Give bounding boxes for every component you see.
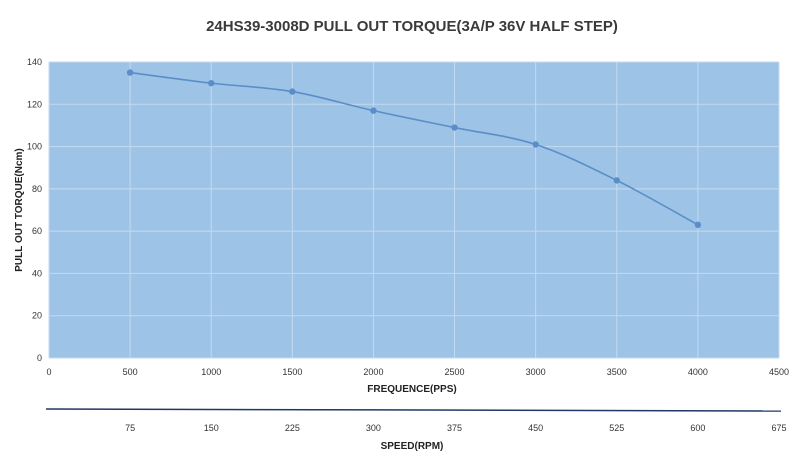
y-tick-label: 140	[27, 57, 42, 67]
x-tick-label: 4500	[769, 367, 789, 377]
data-point	[532, 141, 539, 148]
x-tick-label: 500	[123, 367, 138, 377]
data-point	[126, 69, 134, 76]
series-line-torque	[130, 71, 699, 226]
y-tick-label: 80	[32, 184, 42, 194]
speed-tick-label: 600	[690, 423, 705, 433]
plot-area	[49, 62, 779, 358]
x-tick-label: 4000	[688, 367, 708, 377]
x-axis-label: FREQUENCE(PPS)	[367, 384, 456, 395]
x-tick-label: 0	[46, 367, 51, 377]
data-point	[451, 124, 458, 131]
data-point	[613, 177, 620, 184]
data-point	[694, 221, 702, 228]
x-tick-label: 2500	[445, 367, 465, 377]
y-tick-label: 40	[32, 268, 42, 278]
x-tick-label: 1000	[201, 367, 221, 377]
speed-axis-ticks: 75 150 225 300 375 450 525 600 675	[125, 423, 786, 433]
speed-tick-label: 375	[447, 423, 462, 433]
y-axis-label: PULL OUT TORQUE(Ncm)	[14, 148, 25, 272]
data-point	[370, 107, 377, 114]
speed-axis-line	[45, 408, 782, 412]
data-point	[289, 88, 296, 95]
speed-tick-label: 450	[528, 423, 543, 433]
y-tick-label: 0	[37, 353, 42, 363]
x-tick-label: 3500	[607, 367, 627, 377]
speed-tick-label: 300	[366, 423, 381, 433]
speed-tick-label: 75	[125, 423, 135, 433]
y-tick-label: 100	[27, 142, 42, 152]
speed-tick-label: 675	[771, 423, 786, 433]
speed-tick-label: 150	[204, 423, 219, 433]
x-tick-label: 1500	[282, 367, 302, 377]
y-axis-ticks: 0 20 40 60 80 100 120 140	[27, 57, 42, 363]
chart-title: 24HS39-3008D PULL OUT TORQUE(3A/P 36V HA…	[206, 18, 618, 35]
x-tick-label: 2000	[363, 367, 383, 377]
speed-tick-label: 525	[609, 423, 624, 433]
series-points	[126, 69, 702, 228]
y-tick-label: 120	[27, 99, 42, 109]
speed-axis-label: SPEED(RPM)	[381, 441, 444, 452]
x-tick-label: 3000	[526, 367, 546, 377]
y-tick-label: 20	[32, 311, 42, 321]
speed-tick-label: 225	[285, 423, 300, 433]
data-point	[208, 79, 215, 87]
grid-lines	[48, 61, 780, 359]
y-tick-label: 60	[32, 226, 42, 236]
x-axis-ticks: 0 500 1000 1500 2000 2500 3000 3500 4000 4500	[46, 367, 789, 377]
